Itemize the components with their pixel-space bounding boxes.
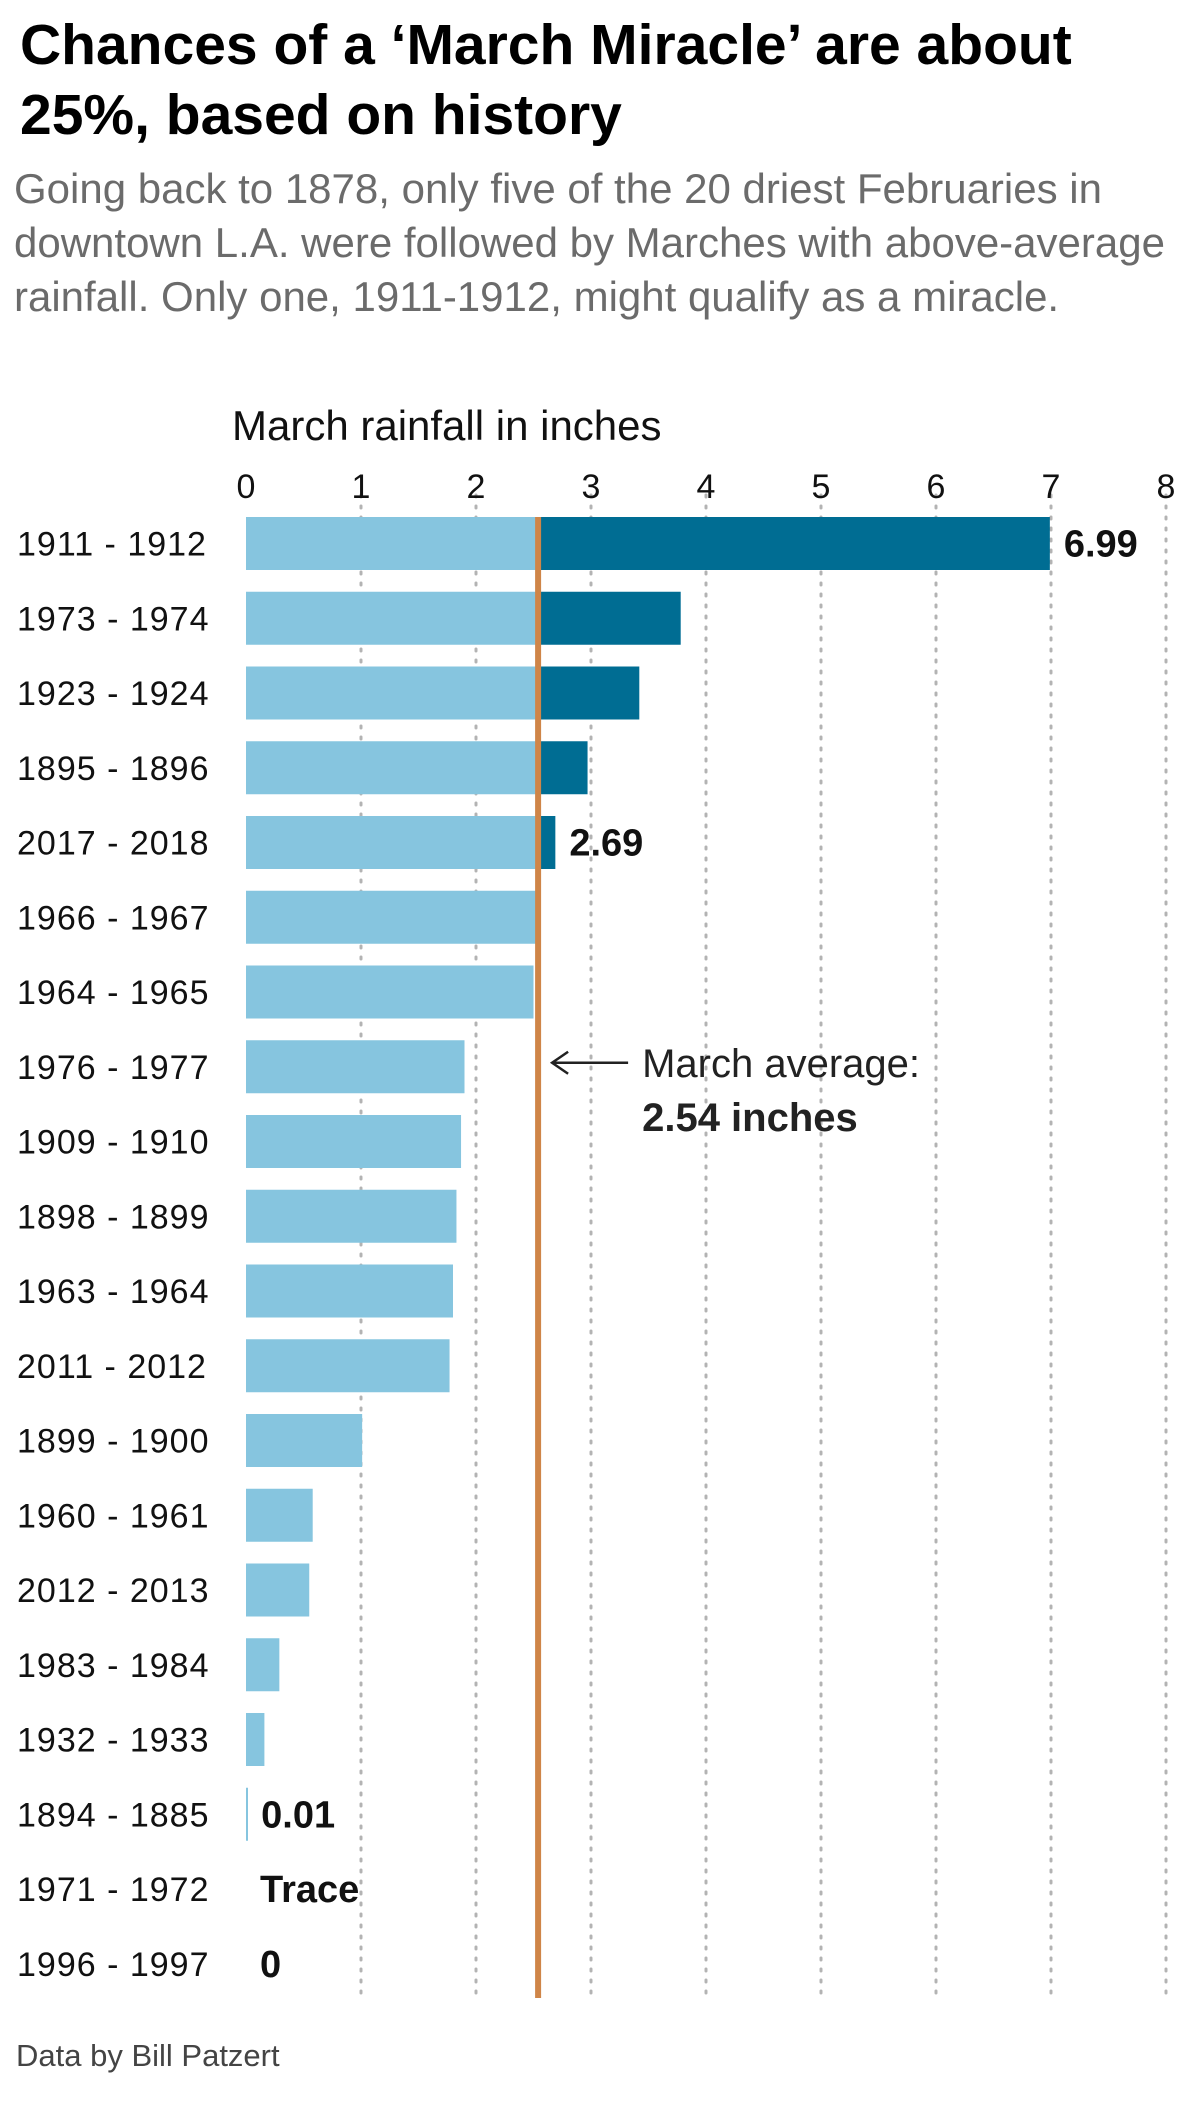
x-tick-label: 4: [697, 468, 716, 506]
category-label: 1963 - 1964: [17, 1273, 210, 1311]
bar-segment-below-average: [246, 1040, 465, 1094]
bar-1911-1912: [246, 517, 1050, 570]
bar-1983-1984: [246, 1638, 280, 1692]
bar-segment-above-average: [538, 517, 1050, 570]
data-labels: 6.99 2.69 0.01 Trace 0: [260, 524, 1138, 1986]
average-annotation-value: 2.54 inches: [642, 1096, 858, 1140]
category-label: 1909 - 1910: [17, 1124, 210, 1162]
bar-segment-below-average: [246, 965, 534, 1019]
bar-segment-below-average: [246, 591, 539, 645]
x-tick-label: 5: [812, 468, 831, 506]
bar-1960-1961: [246, 1488, 313, 1542]
category-label: 2017 - 2018: [17, 825, 210, 863]
bar-segment-above-average: [538, 666, 640, 720]
category-label: 1932 - 1933: [17, 1722, 210, 1760]
bar-1963-1964: [246, 1264, 453, 1318]
source-note: Data by Bill Patzert: [16, 2038, 280, 2073]
category-label: 1960 - 1961: [17, 1497, 210, 1535]
data-label: Trace: [260, 1869, 359, 1911]
bar-segment-below-average: [246, 1488, 313, 1542]
category-label: 1983 - 1984: [17, 1647, 210, 1685]
data-label: 0: [260, 1944, 281, 1986]
bar-1973-1974: [246, 591, 681, 645]
chart-title: Chances of a ‘March Miracle’ are about 2…: [20, 13, 1072, 147]
bar-segment-below-average: [246, 1115, 462, 1168]
data-label: 0.01: [261, 1794, 335, 1836]
category-label: 2011 - 2012: [17, 1348, 207, 1386]
bar-segment-below-average: [246, 1638, 280, 1692]
bar-2017-2018: [246, 816, 556, 869]
category-label: 1895 - 1896: [17, 750, 210, 788]
category-label: 2012 - 2013: [17, 1572, 210, 1610]
average-line-group: March average: 2.54 inches: [535, 517, 920, 1998]
bar-1898-1899: [246, 1189, 457, 1243]
bar-segment-below-average: [246, 517, 539, 570]
category-label: 1966 - 1967: [17, 899, 210, 937]
category-label: 1894 - 1885: [17, 1796, 210, 1834]
bar-1909-1910: [246, 1115, 462, 1168]
bar-1932-1933: [246, 1713, 265, 1766]
bar-segment-below-average: [246, 816, 539, 869]
bar-chart: March rainfall in inches 0 1 2 3 4 5 6 7 8 1911 …: [17, 402, 1176, 2000]
bar-segment-below-average: [246, 666, 539, 720]
category-label: 1971 - 1972: [17, 1871, 210, 1909]
category-label: 1996 - 1997: [17, 1946, 210, 1984]
bar-2012-2013: [246, 1563, 310, 1617]
x-tick-label: 1: [352, 468, 371, 506]
x-tick-label: 8: [1157, 468, 1176, 506]
bar-segment-below-average: [246, 1563, 310, 1617]
bar-1964-1965: [246, 965, 534, 1019]
x-tick-label: 3: [582, 468, 601, 506]
x-tick-label: 6: [927, 468, 946, 506]
bar-segment-below-average: [246, 1264, 453, 1318]
bar-segment-above-average: [538, 591, 681, 645]
bar-1966-1967: [246, 890, 536, 944]
bar-segment-below-average: [246, 1339, 450, 1393]
data-label: 2.69: [569, 823, 643, 865]
bar-segment-above-average: [538, 741, 588, 795]
average-annotation-label: March average:: [642, 1042, 920, 1086]
bar-1894-1885: [246, 1787, 248, 1841]
bar-segment-below-average: [246, 1713, 265, 1766]
x-axis-title: March rainfall in inches: [232, 402, 662, 449]
bar-1899-1900: [246, 1414, 363, 1467]
bar-segment-below-average: [246, 1414, 363, 1467]
category-label: 1976 - 1977: [17, 1049, 210, 1087]
bar-segment-above-average: [538, 816, 556, 869]
data-label: 6.99: [1064, 524, 1138, 566]
category-label: 1964 - 1965: [17, 974, 210, 1012]
gridlines: [359, 493, 1168, 2000]
bars: [246, 517, 1050, 1841]
category-label: 1973 - 1974: [17, 600, 210, 638]
bar-segment-below-average: [246, 890, 536, 944]
category-label: 1898 - 1899: [17, 1198, 210, 1236]
chart-subtitle: Going back to 1878, only five of the 20 …: [14, 165, 1165, 320]
bar-2011-2012: [246, 1339, 450, 1393]
category-label: 1911 - 1912: [17, 526, 207, 564]
x-axis-ticks: 0 1 2 3 4 5 6 7 8: [237, 468, 1176, 506]
arrowhead-icon: [549, 1050, 569, 1075]
bar-segment-below-average: [246, 741, 539, 795]
bar-segment-below-average: [246, 1189, 457, 1243]
x-tick-label: 0: [237, 468, 256, 506]
category-labels: 1911 - 1912 1973 - 1974 1923 - 1924 1895 - …: [17, 526, 210, 1984]
x-tick-label: 7: [1042, 468, 1061, 506]
bar-1895-1896: [246, 741, 588, 795]
category-label: 1899 - 1900: [17, 1423, 210, 1461]
bar-1923-1924: [246, 666, 640, 720]
category-label: 1923 - 1924: [17, 675, 210, 713]
x-tick-label: 2: [467, 468, 486, 506]
bar-1976-1977: [246, 1040, 465, 1094]
bar-segment-below-average: [246, 1787, 248, 1841]
